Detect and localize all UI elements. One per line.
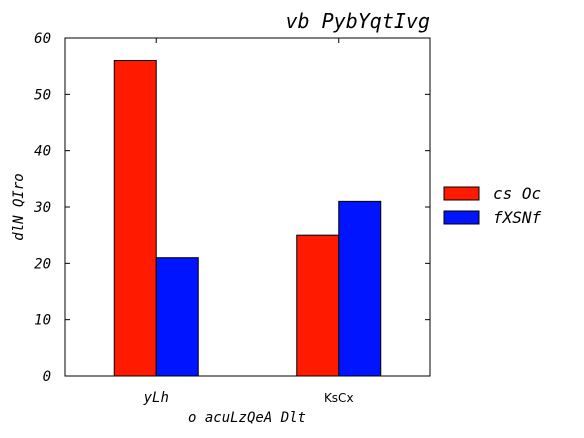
plot-area: 0 10 20 30 40 50 60 yLh KsCx xyxy=(33,31,431,406)
x-tick-label: yLh xyxy=(143,390,169,406)
x-axis-ticks: yLh KsCx xyxy=(143,38,354,406)
bar-fXSNf-yLh xyxy=(155,257,199,377)
bars xyxy=(113,60,382,377)
y-tick-label: 10 xyxy=(34,313,51,329)
x-tick-label: KsCx xyxy=(324,391,354,405)
chart-title: vb PybYqtIvg xyxy=(286,9,431,33)
legend-swatch xyxy=(443,210,480,225)
legend-label: cs Oc xyxy=(493,184,541,203)
y-tick-label: 50 xyxy=(34,87,51,103)
y-tick-label: 30 xyxy=(33,200,51,216)
bar-cs-Oc-KsCx xyxy=(296,234,340,377)
y-axis-ticks: 0 10 20 30 40 50 60 xyxy=(33,31,430,385)
y-tick-label: 60 xyxy=(34,31,51,47)
y-tick-label: 40 xyxy=(34,144,51,160)
y-axis-label: dlN QIro xyxy=(11,173,27,240)
legend-swatch xyxy=(443,186,480,201)
x-axis-label: o acuLzQeA Dlt xyxy=(188,410,306,426)
y-tick-label: 20 xyxy=(34,256,51,272)
legend-label: fXSNf xyxy=(493,208,542,227)
y-tick-label: 0 xyxy=(43,369,51,385)
legend: cs Oc fXSNf xyxy=(443,184,542,227)
bar-fXSNf-KsCx xyxy=(338,200,382,377)
bar-cs-Oc-yLh xyxy=(113,60,157,377)
